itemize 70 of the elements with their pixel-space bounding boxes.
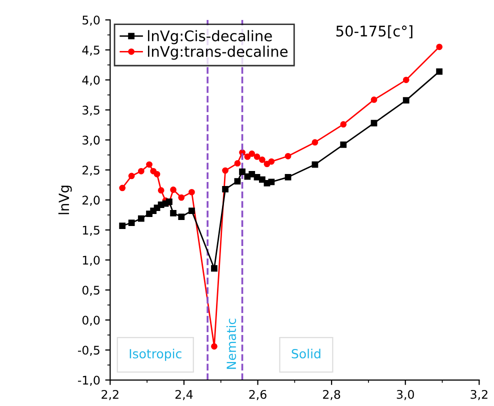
point: [234, 178, 241, 185]
x-tick-label: 3,2: [470, 390, 488, 400]
x-tick-label: 2,6: [249, 390, 266, 400]
point: [436, 68, 443, 75]
point: [244, 154, 251, 160]
point: [138, 215, 144, 222]
annotation: Isotropic: [130, 348, 182, 361]
point: [222, 167, 228, 174]
point: [222, 186, 228, 192]
point: [264, 160, 270, 168]
annotation: Solid: [292, 348, 320, 358]
point: [211, 265, 218, 272]
y-tick-label: 1,5: [82, 226, 100, 236]
point: [402, 76, 410, 84]
y-tick-label: 3,5: [82, 106, 100, 116]
point: [170, 210, 176, 216]
point: [154, 170, 160, 178]
point: [138, 168, 144, 174]
point: [259, 176, 266, 183]
point: [284, 174, 292, 180]
point: [340, 142, 347, 148]
point: [436, 44, 443, 50]
point: [312, 161, 318, 168]
y-tick-label: -0,5: [78, 346, 100, 356]
point: [259, 156, 266, 163]
annotation: 50-175[c°]: [336, 25, 412, 38]
point: [370, 96, 378, 103]
y-tick-label: 4,0: [82, 76, 100, 86]
point: [284, 152, 292, 160]
point: [119, 184, 126, 192]
point: [268, 158, 275, 165]
legend-label: lnVg:Cis-decaline: [148, 30, 272, 44]
point: [188, 208, 195, 214]
point: [119, 222, 126, 229]
annotation: Nematic: [226, 318, 236, 369]
point: [312, 139, 318, 146]
point: [234, 160, 241, 167]
y-tick-label: 3,0: [82, 136, 100, 146]
point: [239, 168, 246, 175]
point: [268, 178, 275, 186]
y-axis-title: lnVg: [58, 186, 72, 214]
point: [170, 186, 176, 193]
y-tick-label: -1,0: [78, 376, 100, 386]
point: [248, 170, 256, 178]
y-tick-label: 4,5: [82, 46, 100, 56]
y-tick-label: 0,0: [82, 316, 100, 326]
y-tick-label: 2,0: [82, 196, 100, 206]
point: [254, 154, 260, 160]
x-tick-label: 3,0: [396, 390, 414, 400]
point: [211, 343, 218, 350]
point: [178, 214, 185, 220]
legend-label: lnVg:trans-decaline: [148, 46, 288, 60]
y-tick-label: 0,5: [82, 286, 100, 296]
y-tick-label: 5,0: [82, 16, 100, 26]
point: [146, 161, 152, 168]
point: [402, 97, 410, 104]
point: [370, 120, 378, 126]
point: [128, 172, 135, 180]
y-tick-label: 1,0: [82, 256, 100, 266]
point: [178, 194, 185, 201]
point: [128, 220, 135, 226]
point: [158, 187, 164, 194]
y-tick-label: 2,5: [82, 166, 100, 176]
point: [254, 174, 260, 180]
x-tick-label: 2,8: [323, 390, 340, 400]
x-tick-label: 2,4: [175, 390, 193, 400]
point: [340, 121, 347, 128]
point: [248, 150, 256, 157]
x-tick-label: 2,2: [102, 390, 118, 400]
point: [188, 188, 195, 196]
